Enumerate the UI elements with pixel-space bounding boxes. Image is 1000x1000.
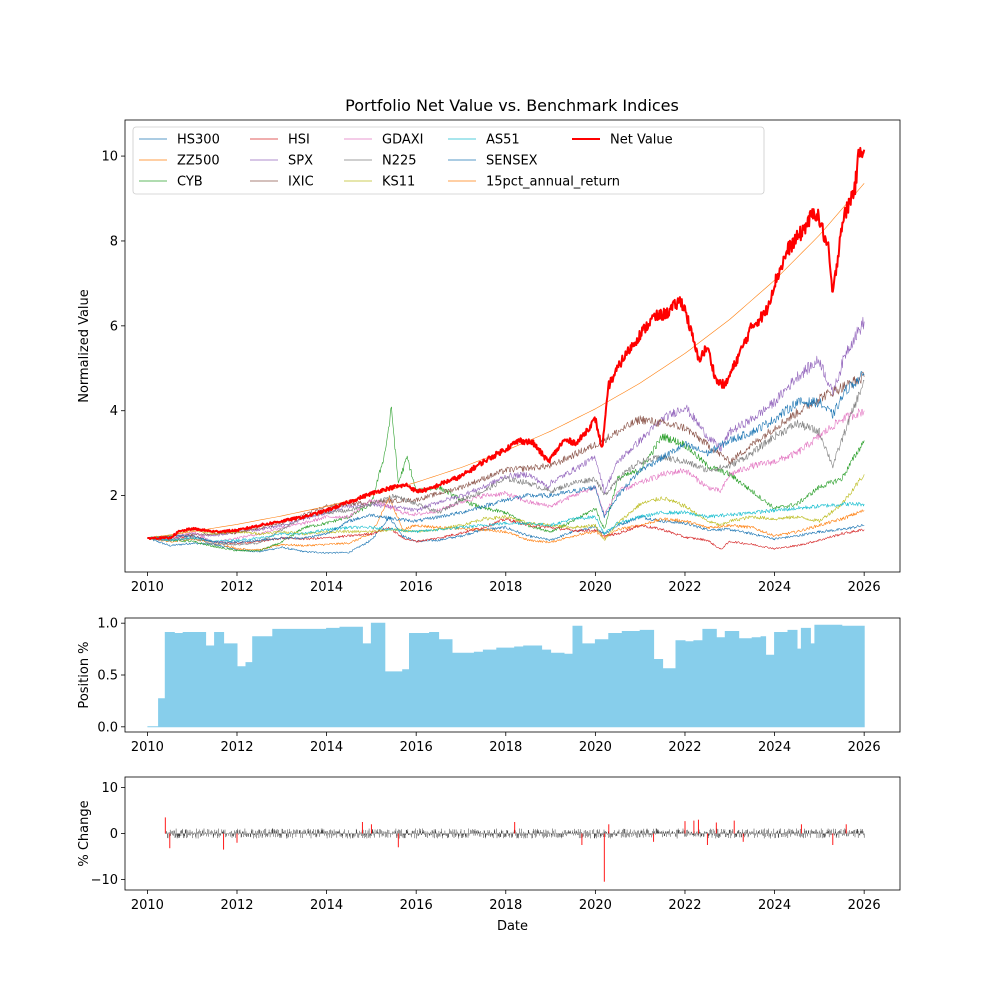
x-tick-label: 2018 <box>489 898 522 913</box>
x-tick-label: 2016 <box>400 580 433 595</box>
x-tick-label: 2018 <box>489 740 522 755</box>
legend: HS300 ZZ500 CYB HSI SPX IXIC GDAXI N225 KS11 AS51… <box>132 126 765 195</box>
x-tick-label: 2026 <box>848 898 881 913</box>
legend-label-zz500: ZZ500 <box>177 154 220 169</box>
y-axis-label: % Change <box>77 800 92 866</box>
plot-frame <box>124 119 901 573</box>
x-tick-label: 2020 <box>579 898 612 913</box>
legend-label-hs300: HS300 <box>177 133 220 148</box>
x-tick-label: 2016 <box>400 898 433 913</box>
y-tick-label: 10 <box>101 781 118 796</box>
y-tick-label: 8 <box>110 234 118 249</box>
x-tick-label: 2014 <box>310 898 343 913</box>
position-area <box>147 622 865 728</box>
series-line-n225 <box>147 379 865 546</box>
y-axis-label: Position % <box>77 641 92 708</box>
y-tick-label: 0 <box>110 827 118 842</box>
legend-label-n225: N225 <box>382 154 417 169</box>
y-tick-label: 0.5 <box>97 669 118 684</box>
legend-label-spx: SPX <box>288 154 313 169</box>
series-line-spx <box>147 316 865 541</box>
legend-label-cyb: CYB <box>177 175 203 190</box>
legend-label-net-value: Net Value <box>610 133 673 148</box>
change-bars <box>164 817 865 882</box>
legend-label-sensex: SENSEX <box>486 154 538 169</box>
x-tick-label: 2016 <box>400 740 433 755</box>
series-line-ks11 <box>147 474 865 541</box>
x-axis-label: Date <box>497 919 528 934</box>
series-line-cyb <box>147 406 865 552</box>
x-tick-label: 2020 <box>579 580 612 595</box>
y-tick-label: 2 <box>110 489 118 504</box>
x-tick-label: 2024 <box>758 580 791 595</box>
series-line-ixic <box>147 371 865 539</box>
legend-label-ks11: KS11 <box>382 175 415 190</box>
chart-title: Portfolio Net Value vs. Benchmark Indice… <box>345 96 679 115</box>
x-tick-label: 2018 <box>489 580 522 595</box>
legend-box <box>132 126 765 195</box>
series-line-as51 <box>147 501 865 543</box>
series-line-hsi <box>147 517 865 550</box>
x-tick-label: 2024 <box>758 740 791 755</box>
legend-label-hsi: HSI <box>288 133 310 148</box>
y-tick-label: −10 <box>91 873 118 888</box>
legend-label-as51: AS51 <box>486 133 520 148</box>
pct-change-chart: 2010 2012 2014 2016 2018 2020 2022 2024 2026 10 0 −… <box>77 776 901 934</box>
x-tick-label: 2012 <box>220 740 253 755</box>
series-line-zz500 <box>147 495 865 551</box>
legend-label-gdaxi: GDAXI <box>382 133 424 148</box>
legend-label-15pct-annual-return: 15pct_annual_return <box>486 175 620 190</box>
x-tick-label: 2022 <box>668 740 701 755</box>
x-tick-label: 2010 <box>131 740 164 755</box>
x-tick-label: 2022 <box>668 898 701 913</box>
x-tick-label: 2026 <box>848 580 881 595</box>
x-tick-label: 2014 <box>310 580 343 595</box>
y-tick-label: 1.0 <box>97 617 118 632</box>
series-line-hs300 <box>147 515 865 554</box>
legend-label-ixic: IXIC <box>288 175 314 190</box>
y-tick-label: 0.0 <box>97 720 118 735</box>
net-value-chart: 2010 2012 2014 2016 2018 2020 2022 2024 2026 2 4 6 8… <box>77 119 901 595</box>
x-tick-label: 2022 <box>668 580 701 595</box>
x-tick-label: 2020 <box>579 740 612 755</box>
x-tick-label: 2012 <box>220 898 253 913</box>
x-tick-label: 2010 <box>131 898 164 913</box>
y-axis-label: Normalized Value <box>77 289 92 403</box>
y-tick-label: 10 <box>101 150 118 165</box>
x-tick-label: 2014 <box>310 740 343 755</box>
x-tick-label: 2024 <box>758 898 791 913</box>
x-tick-label: 2012 <box>220 580 253 595</box>
position-chart: 2010 2012 2014 2016 2018 2020 2022 2024 2026 0.0 0… <box>77 617 901 755</box>
x-tick-label: 2026 <box>848 740 881 755</box>
y-tick-label: 6 <box>110 319 118 334</box>
series-line-sensex <box>147 371 865 544</box>
y-tick-label: 4 <box>110 404 118 419</box>
series-line-net-value <box>147 146 866 540</box>
x-tick-label: 2010 <box>131 580 164 595</box>
